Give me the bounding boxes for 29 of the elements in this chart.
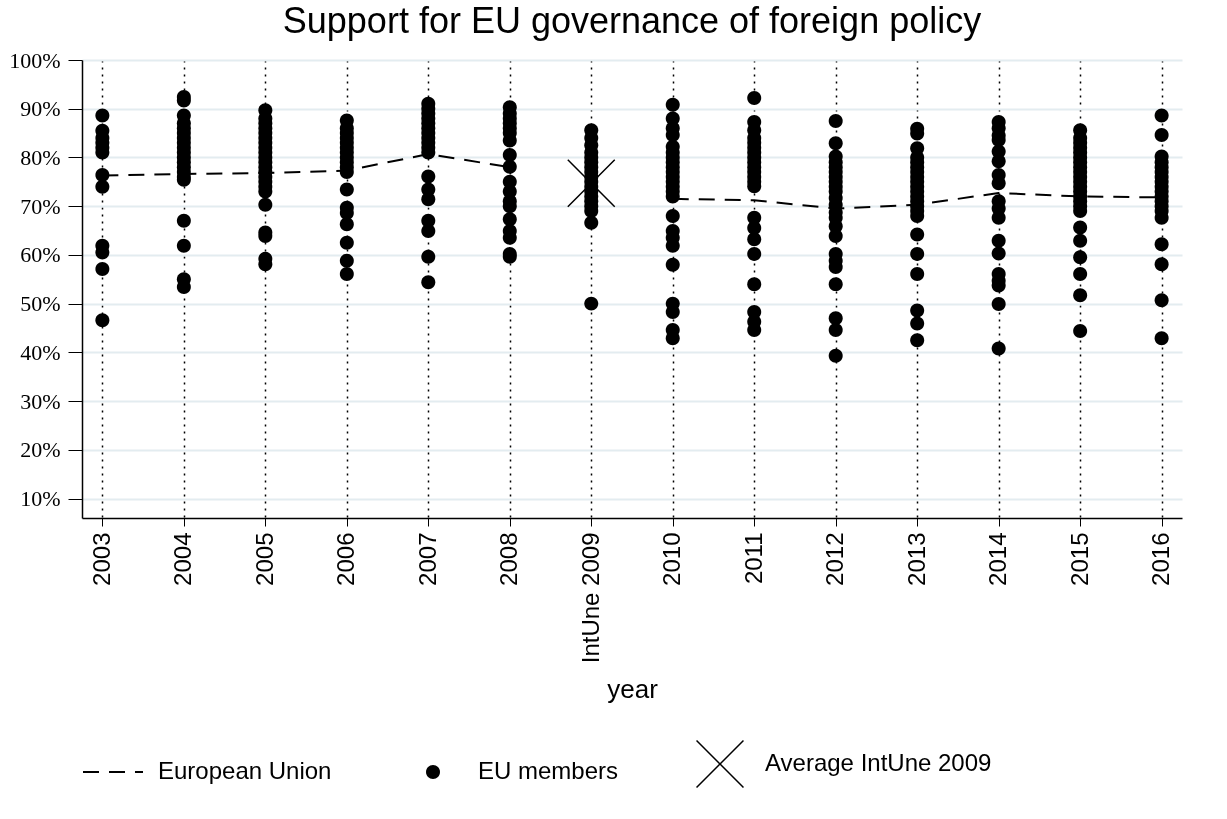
x-tick-label: 2016 (1147, 532, 1175, 586)
y-tick-label: 90% (20, 96, 61, 122)
legend-label: European Union (158, 757, 332, 784)
y-tick-label: 20% (20, 437, 61, 463)
legend-label: EU members (478, 757, 619, 784)
x-tick-label: 2015 (1065, 532, 1093, 586)
x-tick-label: 2012 (821, 532, 849, 586)
x-tick-label: IntUne 2009 (576, 532, 604, 664)
y-tick-label: 80% (20, 144, 61, 170)
chart-title: Support for EU governance of foreign policy (282, 0, 982, 41)
x-tick-label: 2006 (332, 532, 360, 586)
y-tick-label: 10% (20, 486, 61, 512)
x-tick-label: 2011 (739, 532, 767, 585)
x-tick-label: 2004 (169, 532, 197, 586)
legend-label: Average IntUne 2009 (765, 749, 992, 776)
y-tick-label: 100% (9, 47, 61, 73)
x-tick-label: 2005 (250, 532, 278, 586)
y-tick-label: 30% (20, 388, 61, 414)
y-tick-label: 50% (20, 291, 61, 317)
x-tick-label: 2003 (87, 532, 115, 586)
x-tick-label: 2010 (658, 532, 686, 586)
y-tick-label: 70% (20, 193, 61, 219)
x-axis-title: year (607, 674, 659, 705)
y-tick-label: 40% (20, 339, 61, 365)
x-tick-label: 2014 (984, 532, 1012, 586)
x-tick-label: 2008 (495, 532, 523, 586)
x-tick-label: 2007 (413, 532, 441, 586)
x-tick-label: 2013 (902, 532, 930, 586)
y-tick-label: 60% (20, 242, 61, 268)
